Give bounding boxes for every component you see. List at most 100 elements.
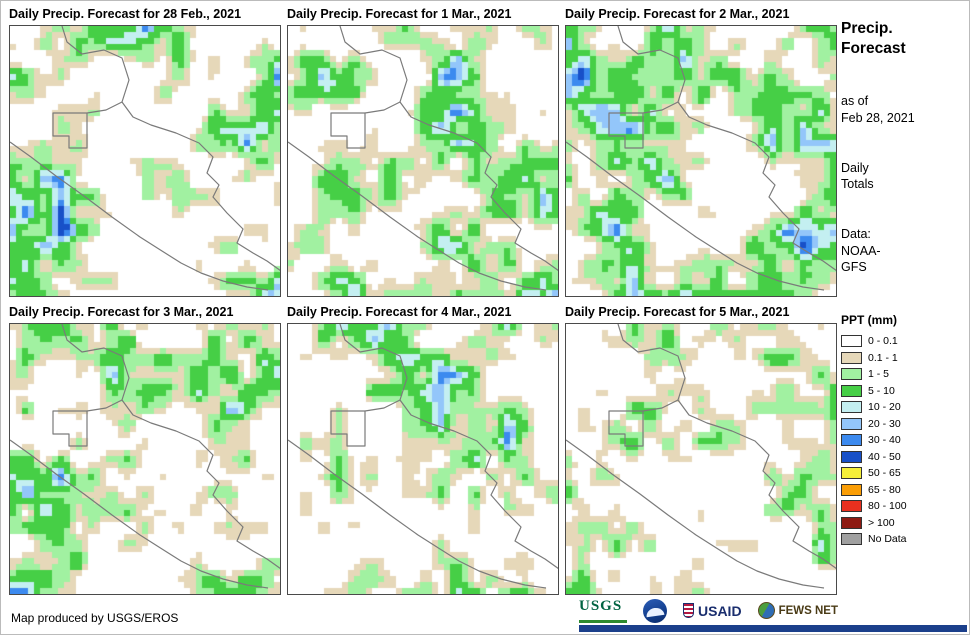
legend-swatch	[841, 450, 862, 463]
coastline-overlay	[566, 26, 836, 291]
legend-label: 65 - 80	[868, 483, 901, 496]
data-source-label: Data:	[841, 227, 871, 242]
sidebar: Precip. Forecast as of Feb 28, 2021 Dail…	[841, 1, 967, 548]
sidebar-title-line1: Precip.	[841, 20, 893, 37]
legend-row: 40 - 50	[841, 449, 967, 466]
legend-label: > 100	[868, 516, 895, 529]
precip-raster	[10, 26, 280, 296]
precip-map-day3	[565, 25, 837, 297]
precip-raster	[288, 324, 558, 594]
legend-swatch	[841, 434, 862, 447]
precip-map-day6	[565, 323, 837, 595]
legend-row: 50 - 65	[841, 465, 967, 482]
legend-row: 0 - 0.1	[841, 333, 967, 350]
legend-row: 0.1 - 1	[841, 350, 967, 367]
legend-row: 1 - 5	[841, 366, 967, 383]
panel-title: Daily Precip. Forecast for 4 Mar., 2021	[287, 305, 512, 319]
legend-label: 50 - 65	[868, 467, 901, 480]
map-credit: Map produced by USGS/EROS	[11, 611, 179, 625]
legend-label: 5 - 10	[868, 384, 895, 397]
panel-day6: Daily Precip. Forecast for 5 Mar., 2021	[565, 305, 837, 595]
legend-swatch	[841, 368, 862, 381]
usaid-shield-icon	[683, 603, 694, 618]
as-of-block: as of Feb 28, 2021	[841, 93, 967, 126]
precip-raster	[566, 26, 836, 296]
legend-swatch	[841, 483, 862, 496]
totals-block: Daily Totals	[841, 160, 967, 193]
fewsnet-logo: FEWS NET	[757, 602, 838, 619]
panel-title: Daily Precip. Forecast for 2 Mar., 2021	[565, 7, 790, 21]
legend-swatch	[841, 417, 862, 430]
fewsnet-globe-icon	[757, 602, 775, 619]
legend-row: No Data	[841, 531, 967, 548]
precip-raster	[288, 26, 558, 296]
legend-row: 65 - 80	[841, 482, 967, 499]
coastline-overlay	[10, 324, 280, 589]
legend-label: 20 - 30	[868, 417, 901, 430]
usgs-logo: USGS	[579, 598, 627, 623]
panel-day1: Daily Precip. Forecast for 28 Feb., 2021	[9, 7, 281, 297]
legend-label: 40 - 50	[868, 450, 901, 463]
legend-label: 80 - 100	[868, 500, 907, 513]
usgs-logo-text: USGS	[579, 598, 623, 614]
totals-line2: Totals	[841, 177, 874, 192]
coastline-overlay	[566, 324, 836, 589]
legend-row: 20 - 30	[841, 416, 967, 433]
legend-swatch	[841, 533, 862, 546]
precip-map-day5	[287, 323, 559, 595]
sidebar-title: Precip. Forecast	[841, 19, 967, 59]
legend-label: 10 - 20	[868, 401, 901, 414]
usaid-logo-text: USAID	[698, 602, 742, 619]
as-of-label: as of	[841, 94, 869, 109]
legend: PPT (mm) 0 - 0.1 0.1 - 1 1 - 5 5 - 10 10…	[841, 313, 967, 548]
legend-swatch	[841, 335, 862, 348]
panel-title: Daily Precip. Forecast for 3 Mar., 2021	[9, 305, 234, 319]
legend-label: 0 - 0.1	[868, 335, 898, 348]
panel-day2: Daily Precip. Forecast for 1 Mar., 2021	[287, 7, 559, 297]
usgs-logo-bar	[579, 620, 627, 623]
footer-banner-bar	[579, 625, 967, 632]
precip-map-day2	[287, 25, 559, 297]
as-of-date: Feb 28, 2021	[841, 110, 915, 125]
legend-title: PPT (mm)	[841, 313, 898, 328]
legend-swatch	[841, 516, 862, 529]
precip-map-day4	[9, 323, 281, 595]
panel-day3: Daily Precip. Forecast for 2 Mar., 2021	[565, 7, 837, 297]
legend-label: 30 - 40	[868, 434, 901, 447]
legend-row: 80 - 100	[841, 498, 967, 515]
footer-logos: USGS USAID FEWS NET	[579, 598, 838, 623]
legend-swatch	[841, 467, 862, 480]
legend-label: 0.1 - 1	[868, 351, 898, 364]
precip-raster	[566, 324, 836, 594]
precip-map-day1	[9, 25, 281, 297]
legend-label: No Data	[868, 533, 907, 546]
usaid-logo: USAID	[683, 603, 742, 619]
legend-row: 5 - 10	[841, 383, 967, 400]
data-source-block: Data: NOAA- GFS	[841, 226, 967, 275]
data-source-line3: GFS	[841, 259, 867, 274]
legend-swatch	[841, 401, 862, 414]
legend-row: > 100	[841, 515, 967, 532]
coastline-overlay	[10, 26, 280, 291]
sidebar-title-line2: Forecast	[841, 40, 906, 58]
totals-line1: Daily	[841, 160, 869, 175]
coastline-overlay	[288, 324, 558, 589]
panel-title: Daily Precip. Forecast for 28 Feb., 2021	[9, 7, 242, 21]
legend-swatch	[841, 500, 862, 513]
panel-day5: Daily Precip. Forecast for 4 Mar., 2021	[287, 305, 559, 595]
precip-raster	[10, 324, 280, 594]
data-source-line2: NOAA-	[841, 243, 881, 258]
legend-label: 1 - 5	[868, 368, 890, 381]
legend-swatch	[841, 351, 862, 364]
legend-swatch	[841, 384, 862, 397]
coastline-overlay	[288, 26, 558, 291]
legend-row: 30 - 40	[841, 432, 967, 449]
panel-title: Daily Precip. Forecast for 5 Mar., 2021	[565, 305, 790, 319]
noaa-logo	[643, 598, 667, 623]
noaa-emblem-icon	[643, 598, 667, 623]
fewsnet-logo-text: FEWS NET	[778, 604, 838, 617]
map-panels-grid: Daily Precip. Forecast for 28 Feb., 2021…	[9, 7, 837, 595]
legend-row: 10 - 20	[841, 399, 967, 416]
panel-day4: Daily Precip. Forecast for 3 Mar., 2021	[9, 305, 281, 595]
